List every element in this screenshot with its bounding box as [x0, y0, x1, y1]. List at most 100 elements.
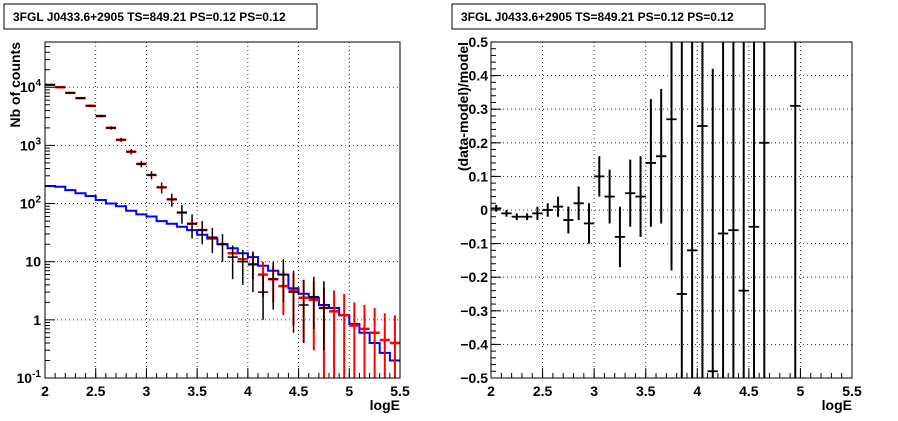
right-title-box — [451, 3, 766, 30]
data-point — [45, 84, 56, 86]
left-grid — [45, 42, 400, 378]
right-y-tick-label: −0.4 — [460, 336, 488, 352]
residual-point — [614, 206, 626, 268]
residual-point — [707, 68, 718, 378]
data-point — [156, 182, 167, 194]
left-chart-title: 3FGL J0433.6+2905 TS=849.21 PS=0.12 PS=0… — [13, 10, 286, 24]
right-y-tick-label: 0.1 — [469, 168, 489, 184]
data-point — [116, 137, 127, 142]
right-x-tick-label: 4.5 — [739, 383, 759, 399]
right-y-tick-label: 0.3 — [469, 101, 489, 117]
right-x-axis-title: logE — [822, 397, 852, 413]
residual-point — [542, 203, 553, 217]
data-point — [237, 249, 248, 285]
data-point — [146, 171, 157, 180]
data-point — [278, 259, 289, 303]
data-point — [308, 276, 319, 329]
left-x-tick-label: 4.5 — [289, 383, 309, 399]
residual-point — [635, 156, 646, 237]
right-y-tick-label: 0.4 — [469, 68, 489, 84]
residual-point — [697, 42, 708, 378]
residual-point — [573, 186, 584, 221]
data-point — [268, 261, 279, 310]
residual-point — [748, 42, 760, 378]
data-point — [85, 104, 96, 107]
residual-point — [491, 204, 502, 212]
left-y-tick-label: 10-1 — [17, 369, 42, 386]
right-y-tick-label: 0 — [480, 202, 488, 218]
model-bin — [359, 305, 370, 378]
right-y-tick-label: −0.1 — [460, 236, 488, 252]
right-tick-labels: 2 2.5 3 3.5 4 4.5 5 5.5 −0.5 −0.4 −0.3 −0.2 −0.1 0 0.1… — [460, 34, 862, 399]
left-x-tick-label: 3 — [143, 383, 151, 399]
left-x-tick-label: 3.5 — [187, 383, 207, 399]
right-y-tick-label: 0.5 — [469, 34, 489, 50]
residual-point — [717, 42, 729, 378]
residual-point — [656, 89, 667, 224]
residual-point — [511, 213, 522, 221]
data-point — [227, 245, 238, 280]
data-point — [288, 270, 299, 333]
left-y-tick-label: 104 — [20, 78, 42, 95]
residual-point — [532, 206, 543, 221]
left-y-tick-label: 102 — [20, 195, 42, 212]
right-series-group — [491, 42, 801, 378]
data-point — [258, 274, 269, 320]
data-point — [55, 86, 66, 88]
residual-point — [645, 99, 657, 227]
left-y-tick-label: 1 — [33, 312, 41, 328]
residual-point — [594, 156, 605, 197]
residual-point — [790, 42, 801, 378]
left-x-tick-label: 2.5 — [86, 383, 106, 399]
left-title-box — [3, 3, 318, 30]
residual-point — [552, 196, 564, 217]
left-x-axis-title: logE — [370, 397, 400, 413]
residual-point — [666, 42, 677, 271]
model-bin — [369, 307, 380, 378]
left-series-group — [45, 83, 400, 378]
left-x-tick-label: 5 — [345, 383, 353, 399]
left-x-tick-label: 4 — [244, 383, 252, 399]
left-x-tick-label: 2 — [41, 383, 49, 399]
residual-point — [604, 169, 615, 224]
data-point — [136, 160, 147, 168]
model-bin — [329, 290, 340, 378]
residual-point — [563, 206, 574, 234]
left-ticks — [44, 46, 401, 379]
left-y-tick-label: 103 — [20, 136, 42, 153]
data-point — [75, 97, 86, 99]
counts-spectrum-chart: 3FGL J0433.6+2905 TS=849.21 PS=0.12 PS=0… — [3, 3, 410, 413]
data-point — [65, 92, 76, 94]
left-y-axis-title: Nb of counts — [7, 42, 23, 128]
right-ticks — [490, 41, 853, 379]
background-model-histogram — [45, 185, 400, 362]
right-x-tick-label: 3.5 — [636, 383, 656, 399]
data-point — [298, 280, 309, 343]
left-x-tick-label: 5.5 — [390, 383, 410, 399]
residual-point — [728, 42, 739, 378]
residual-point — [625, 159, 636, 227]
right-y-axis-title: (data-model)/model — [455, 42, 471, 171]
model-bin — [339, 293, 350, 378]
data-point — [207, 227, 218, 254]
model-bin — [349, 302, 360, 378]
residual-point — [521, 213, 533, 221]
residual-point — [583, 203, 595, 244]
right-x-tick-label: 5 — [797, 383, 805, 399]
residuals-chart: 3FGL J0433.6+2905 TS=849.21 PS=0.12 PS=0… — [451, 3, 862, 413]
residual-point — [759, 42, 770, 378]
left-y-tick-label: 10 — [25, 254, 41, 270]
data-point — [247, 251, 258, 293]
data-point — [95, 114, 106, 118]
residual-point — [686, 42, 698, 378]
data-point — [176, 204, 187, 224]
right-x-tick-label: 2 — [487, 383, 495, 399]
right-y-tick-label: −0.5 — [460, 370, 488, 386]
model-bin — [389, 315, 400, 378]
data-point — [187, 214, 198, 239]
right-y-tick-label: 0.2 — [469, 135, 489, 151]
right-chart-title: 3FGL J0433.6+2905 TS=849.21 PS=0.12 PS=0… — [461, 10, 734, 24]
right-x-tick-label: 4 — [693, 383, 701, 399]
data-point — [166, 193, 177, 207]
